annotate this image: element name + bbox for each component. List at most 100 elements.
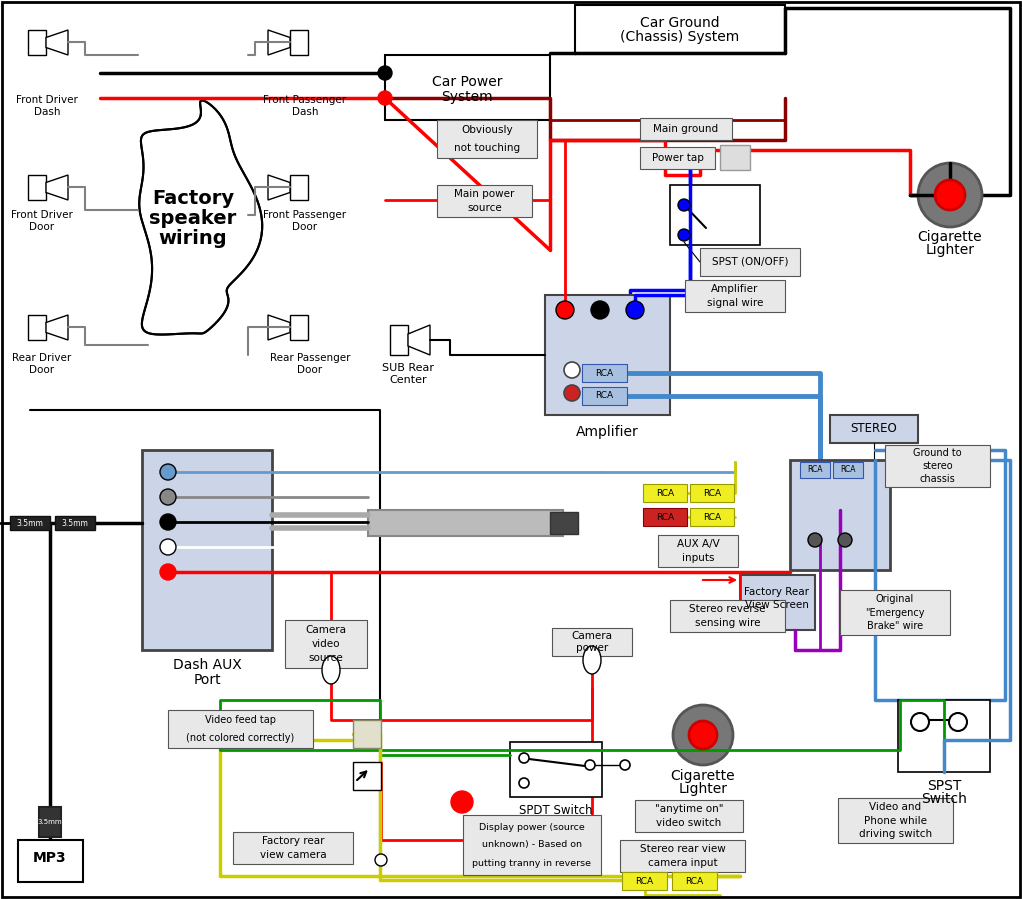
Text: chassis: chassis bbox=[920, 474, 956, 484]
Bar bbox=[55, 516, 95, 530]
Bar bbox=[833, 462, 863, 478]
Bar bbox=[838, 798, 953, 843]
Circle shape bbox=[689, 721, 717, 749]
Text: Stereo reverse: Stereo reverse bbox=[689, 604, 765, 614]
Circle shape bbox=[949, 713, 967, 731]
Text: power: power bbox=[575, 644, 608, 654]
Text: source: source bbox=[467, 203, 502, 213]
Text: RCA: RCA bbox=[703, 488, 722, 497]
Circle shape bbox=[838, 533, 852, 547]
Text: Camera: Camera bbox=[306, 625, 346, 635]
Text: Door: Door bbox=[30, 365, 54, 375]
Text: STEREO: STEREO bbox=[850, 423, 897, 435]
Text: wiring: wiring bbox=[158, 228, 227, 247]
Text: RCA: RCA bbox=[807, 466, 823, 475]
Text: SPDT Switch: SPDT Switch bbox=[519, 804, 593, 816]
Text: video switch: video switch bbox=[656, 818, 722, 828]
Circle shape bbox=[160, 539, 176, 555]
Text: Brake" wire: Brake" wire bbox=[867, 621, 923, 631]
Bar bbox=[233, 832, 353, 864]
Text: "Emergency: "Emergency bbox=[866, 608, 925, 618]
Bar bbox=[18, 840, 83, 882]
Bar bbox=[575, 5, 785, 53]
Text: video: video bbox=[312, 639, 340, 649]
Polygon shape bbox=[408, 325, 430, 355]
Text: Switch: Switch bbox=[921, 792, 967, 806]
Bar bbox=[830, 415, 918, 443]
Bar bbox=[721, 145, 750, 170]
Circle shape bbox=[519, 778, 529, 788]
Text: Power tap: Power tap bbox=[652, 153, 703, 163]
Text: Display power (source: Display power (source bbox=[479, 823, 585, 832]
Text: Amplifier: Amplifier bbox=[575, 425, 639, 439]
Bar bbox=[28, 315, 46, 340]
Text: Main ground: Main ground bbox=[653, 124, 718, 134]
Text: Obviously: Obviously bbox=[461, 126, 513, 136]
Circle shape bbox=[375, 854, 387, 866]
Text: Door: Door bbox=[292, 222, 318, 232]
Bar bbox=[550, 512, 578, 534]
Bar bbox=[545, 295, 670, 415]
Polygon shape bbox=[268, 175, 290, 200]
Text: unknown) - Based on: unknown) - Based on bbox=[482, 841, 582, 850]
Text: SUB Rear: SUB Rear bbox=[382, 363, 434, 373]
Text: driving switch: driving switch bbox=[858, 829, 932, 839]
Bar bbox=[640, 118, 732, 140]
Bar bbox=[672, 872, 717, 890]
Circle shape bbox=[626, 301, 644, 319]
Bar bbox=[658, 535, 738, 567]
Text: Factory: Factory bbox=[152, 189, 234, 208]
Bar bbox=[28, 30, 46, 55]
Bar bbox=[437, 120, 537, 158]
Ellipse shape bbox=[322, 656, 340, 684]
Bar bbox=[368, 510, 563, 536]
Circle shape bbox=[564, 362, 580, 378]
Bar bbox=[582, 387, 628, 405]
Bar bbox=[700, 248, 800, 276]
Text: Phone while: Phone while bbox=[864, 815, 927, 825]
Bar bbox=[790, 460, 890, 570]
Text: Main power: Main power bbox=[455, 189, 515, 199]
Text: Lighter: Lighter bbox=[926, 243, 975, 257]
Bar bbox=[885, 445, 990, 487]
Text: Dash: Dash bbox=[34, 107, 60, 117]
Circle shape bbox=[451, 791, 473, 813]
Circle shape bbox=[673, 705, 733, 765]
Bar bbox=[463, 815, 601, 875]
Bar bbox=[840, 590, 950, 635]
Bar bbox=[898, 700, 990, 772]
Text: Front Passenger: Front Passenger bbox=[264, 210, 346, 220]
Text: System: System bbox=[442, 90, 493, 104]
Circle shape bbox=[678, 199, 690, 211]
Bar bbox=[385, 55, 550, 120]
Bar bbox=[740, 575, 815, 630]
Text: (not colored correctly): (not colored correctly) bbox=[186, 733, 294, 743]
Text: AUX A/V: AUX A/V bbox=[677, 539, 719, 548]
Polygon shape bbox=[46, 315, 68, 340]
Bar bbox=[635, 800, 743, 832]
Circle shape bbox=[591, 301, 609, 319]
Bar bbox=[290, 315, 308, 340]
Text: MP3: MP3 bbox=[33, 851, 66, 865]
Text: Video and: Video and bbox=[870, 802, 922, 812]
Text: Original: Original bbox=[876, 594, 914, 604]
Bar bbox=[39, 807, 61, 837]
Ellipse shape bbox=[583, 646, 601, 674]
Text: Factory rear: Factory rear bbox=[262, 836, 324, 846]
Text: putting tranny in reverse: putting tranny in reverse bbox=[472, 859, 592, 868]
Circle shape bbox=[678, 229, 690, 241]
Text: RCA: RCA bbox=[703, 512, 722, 521]
Circle shape bbox=[160, 489, 176, 505]
Text: SPST: SPST bbox=[927, 779, 961, 793]
Text: Rear Passenger: Rear Passenger bbox=[270, 353, 351, 363]
Polygon shape bbox=[139, 101, 263, 334]
Text: RCA: RCA bbox=[686, 877, 703, 886]
Bar bbox=[510, 742, 602, 797]
Bar bbox=[10, 516, 50, 530]
Text: RCA: RCA bbox=[596, 391, 613, 400]
Bar bbox=[28, 175, 46, 200]
Circle shape bbox=[519, 753, 529, 763]
Text: (Chassis) System: (Chassis) System bbox=[620, 30, 740, 44]
Bar bbox=[690, 484, 734, 502]
Text: Camera: Camera bbox=[571, 631, 612, 641]
